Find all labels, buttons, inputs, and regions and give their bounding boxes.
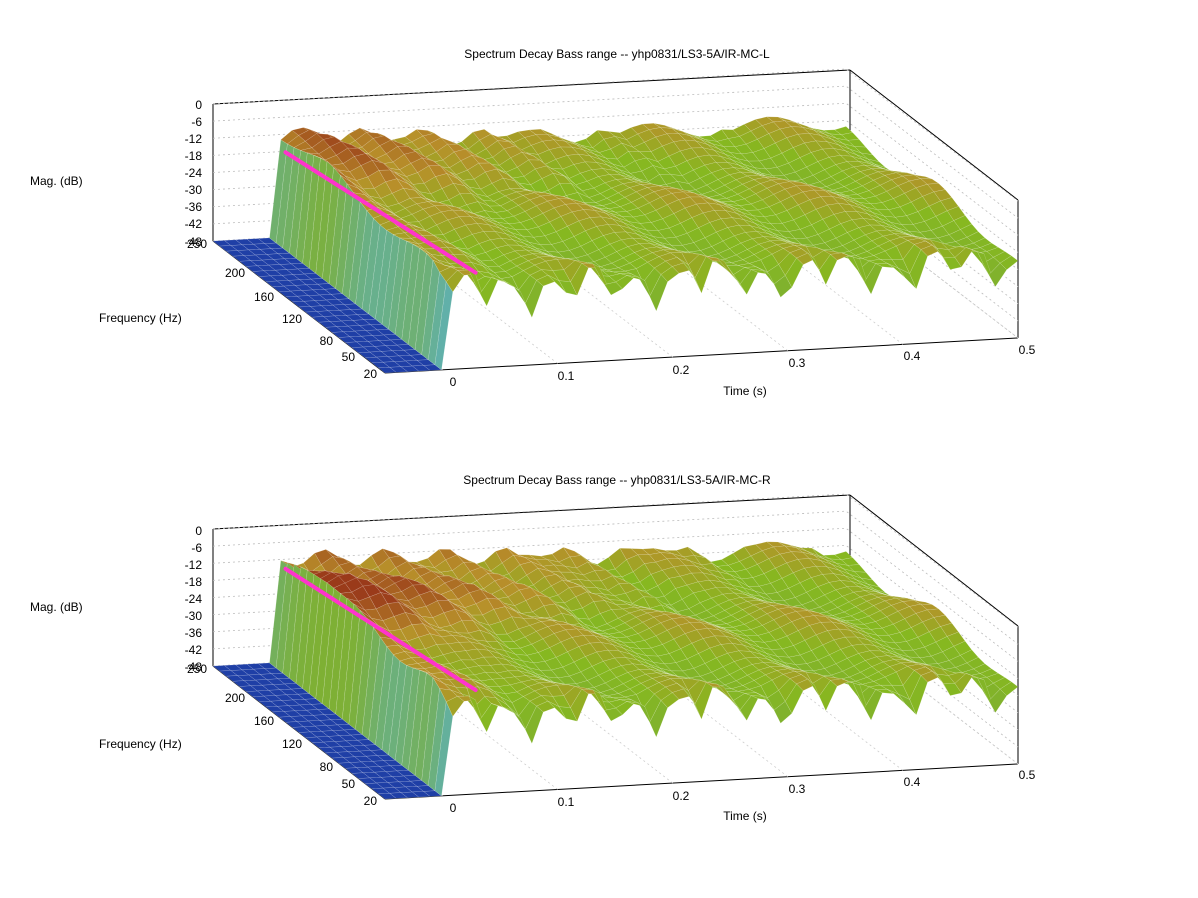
y-tick-label: 50 (342, 350, 356, 364)
z-tick-label: -30 (185, 609, 203, 623)
y-tick-label: 20 (364, 794, 378, 808)
z-gridline (212, 68, 1019, 202)
y-axis-label: Frequency (Hz) (99, 737, 182, 751)
z-tick-label: -6 (191, 541, 202, 555)
y-tick-label: 250 (187, 662, 207, 676)
z-axis-ticks: 0 -6 -12 -18 -24 -30 -36 -42 -48 (185, 524, 203, 674)
y-tick-label: 50 (342, 777, 356, 791)
y-tick-label: 250 (187, 237, 207, 251)
x-tick-label: 0.4 (904, 775, 921, 789)
chart-title: Spectrum Decay Bass range -- yhp0831/LS3… (463, 473, 771, 487)
x-tick-label: 0.2 (673, 789, 690, 803)
z-tick-label: -42 (185, 217, 203, 231)
y-tick-label: 160 (254, 714, 274, 728)
x-tick-label: 0.3 (789, 356, 806, 370)
y-tick-label: 80 (320, 760, 334, 774)
x-tick-label: 0.3 (789, 782, 806, 796)
decay-surface (212, 541, 1019, 800)
z-tick-label: -18 (185, 575, 203, 589)
z-axis-label: Mag. (dB) (30, 600, 83, 614)
z-axis-label: Mag. (dB) (30, 174, 83, 188)
y-axis-ticks: 20 50 80 120 160 200 250 (187, 662, 377, 808)
marker-line (283, 150, 478, 275)
x-tick-label: 0.5 (1019, 768, 1036, 782)
z-tick-label: -12 (185, 132, 203, 146)
z-tick-label: -6 (191, 115, 202, 129)
x-axis-ticks: 0 0.1 0.2 0.3 0.4 0.5 (450, 768, 1036, 815)
x-tick-label: 0 (450, 375, 457, 389)
y-tick-label: 120 (282, 737, 302, 751)
z-tick-label: -48 (185, 235, 203, 249)
y-tick-label: 160 (254, 290, 274, 304)
z-gridline (212, 102, 1019, 236)
x-axis-ticks: 0 0.1 0.2 0.3 0.4 0.5 (450, 343, 1036, 389)
z-tick-label: -30 (185, 183, 203, 197)
z-gridline (212, 510, 1019, 645)
z-tick-label: 0 (195, 524, 202, 538)
x-axis-label: Time (s) (723, 384, 767, 398)
x-axis-label: Time (s) (723, 809, 767, 823)
z-gridline (212, 527, 1019, 662)
y-tick-label: 200 (225, 266, 245, 280)
z-tick-label: -24 (185, 166, 203, 180)
y-axis-ticks: 20 50 80 120 160 200 250 (187, 237, 377, 381)
z-tick-label: -42 (185, 643, 203, 657)
z-axis-ticks: 0 -6 -12 -18 -24 -30 -36 -42 -48 (185, 98, 203, 249)
y-tick-label: 120 (282, 312, 302, 326)
chart-title: Spectrum Decay Bass range -- yhp0831/LS3… (464, 47, 770, 61)
spectrum-plot-left: Spectrum Decay Bass range -- yhp0831/LS3… (30, 47, 1036, 398)
x-tick-label: 0.5 (1019, 343, 1036, 357)
y-tick-label: 20 (364, 367, 378, 381)
y-tick-label: 80 (320, 334, 334, 348)
z-tick-label: -24 (185, 592, 203, 606)
decay-marker-line (283, 566, 478, 693)
decay-marker-line (283, 150, 478, 275)
x-tick-label: 0 (450, 801, 457, 815)
x-tick-label: 0.1 (558, 795, 575, 809)
decay-surface (212, 116, 1019, 374)
y-axis-label: Frequency (Hz) (99, 311, 182, 325)
z-tick-label: -36 (185, 626, 203, 640)
x-tick-label: 0.2 (673, 363, 690, 377)
surface-facet (999, 681, 1019, 696)
z-tick-label: 0 (195, 98, 202, 112)
z-tick-label: -12 (185, 558, 203, 572)
z-tick-label: -18 (185, 149, 203, 163)
y-tick-label: 200 (225, 691, 245, 705)
x-tick-label: 0.4 (904, 349, 921, 363)
marker-line (283, 566, 478, 693)
surface-facet (999, 255, 1019, 270)
x-tick-label: 0.1 (558, 369, 575, 383)
z-gridline (212, 493, 1019, 628)
spectrum-plot-right: Spectrum Decay Bass range -- yhp0831/LS3… (30, 473, 1036, 823)
z-tick-label: -36 (185, 200, 203, 214)
z-gridline (212, 85, 1019, 219)
z-tick-label: -48 (185, 660, 203, 674)
